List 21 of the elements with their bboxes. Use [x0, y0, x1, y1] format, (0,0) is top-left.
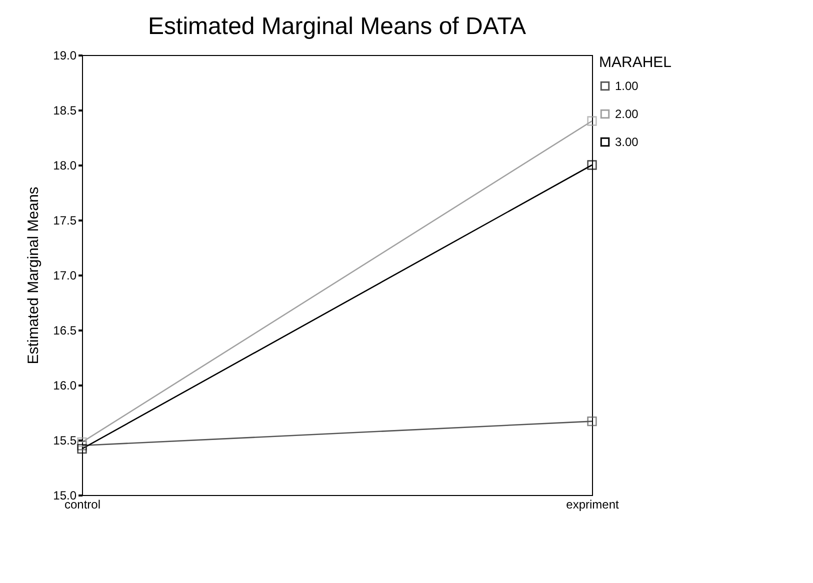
- y-tick-label: 18.0: [53, 158, 77, 172]
- legend-label: 1.00: [615, 79, 639, 93]
- y-tick-label: 16.5: [53, 324, 77, 338]
- point: [77, 437, 87, 448]
- legend-title: MARAHEL: [599, 54, 672, 71]
- y-tick-label: 17.0: [53, 268, 77, 282]
- legend-label: 2.00: [615, 107, 639, 121]
- y-tick-label: 18.5: [53, 104, 77, 118]
- point: [587, 116, 597, 126]
- point: [587, 160, 597, 170]
- chart-title: Estimated Marginal Means of DATA: [148, 13, 526, 40]
- legend-label: 3.00: [615, 135, 639, 149]
- y-tick-label: 17.5: [53, 214, 77, 228]
- y-tick-label: 16.0: [53, 378, 77, 392]
- y-tick-label: 15.0: [53, 488, 77, 502]
- point: [587, 416, 597, 426]
- y-tick-label: 19.0: [53, 48, 77, 62]
- y-tick-label: 15.5: [53, 434, 77, 448]
- y-axis-title: Estimated Marginal Means: [25, 186, 42, 364]
- x-tick-label: expriment: [566, 498, 620, 512]
- point: [77, 444, 87, 454]
